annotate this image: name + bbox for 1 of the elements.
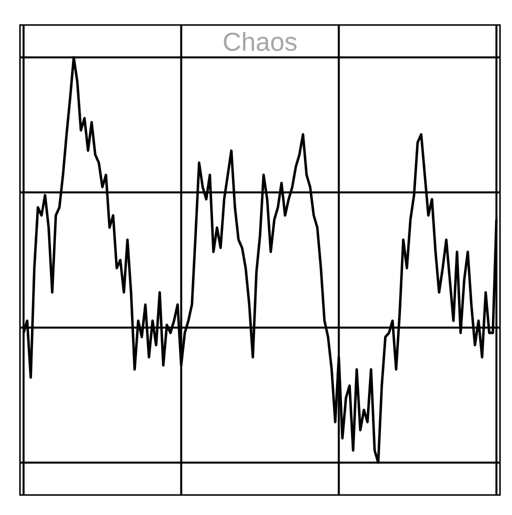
chart-title: Chaos (224, 32, 296, 51)
